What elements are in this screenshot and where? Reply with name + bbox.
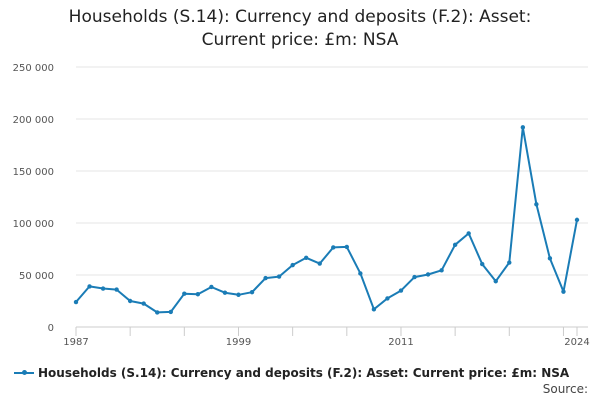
data-point	[331, 245, 336, 250]
data-point	[480, 261, 485, 267]
data-point	[303, 255, 309, 261]
y-tick-label: 0	[48, 323, 54, 334]
source-label: Source:	[542, 382, 588, 396]
data-point	[439, 268, 444, 273]
data-point	[141, 301, 146, 306]
data-point	[358, 271, 363, 276]
data-point	[236, 292, 241, 297]
data-point	[73, 299, 79, 305]
data-point	[520, 125, 526, 130]
data-point	[507, 260, 512, 265]
data-point	[263, 275, 268, 281]
data-point	[168, 309, 173, 315]
series-line	[75, 126, 578, 314]
data-point	[493, 279, 498, 284]
data-point	[222, 290, 228, 295]
data-series	[73, 125, 580, 315]
data-point	[195, 292, 201, 297]
axes: 0 50 000 100 000 150 000 200 000 250 000 1987 1…	[13, 63, 590, 348]
data-point	[561, 289, 566, 294]
x-tick-label: 1987	[63, 337, 88, 348]
x-tick-label: 2011	[388, 337, 413, 348]
data-point	[182, 291, 187, 296]
legend-series-label: Households (S.14): Currency and deposits…	[38, 366, 570, 380]
y-tick-label: 100 000	[13, 219, 54, 230]
data-point	[574, 217, 580, 223]
data-point	[87, 284, 92, 289]
legend-line-marker-icon	[14, 368, 34, 378]
data-point	[412, 274, 417, 280]
data-point	[425, 272, 431, 277]
data-point	[209, 284, 214, 290]
data-point	[127, 298, 133, 304]
gridlines	[76, 66, 588, 276]
data-point	[155, 310, 160, 315]
chart-legend[interactable]: Households (S.14): Currency and deposits…	[14, 366, 569, 380]
chart-title-line-1: Households (S.14): Currency and deposits…	[68, 7, 532, 27]
y-tick-label: 150 000	[13, 167, 54, 178]
data-point	[249, 289, 255, 295]
data-point	[114, 287, 119, 292]
data-point	[317, 261, 322, 266]
y-tick-label: 250 000	[13, 63, 54, 74]
data-point	[276, 274, 282, 279]
y-tick-label: 200 000	[13, 115, 54, 126]
data-point	[371, 307, 377, 312]
x-tick-label: 1999	[226, 337, 251, 348]
chart-title-line-2: Current price: £m: NSA	[201, 30, 399, 50]
data-point	[534, 202, 539, 207]
y-tick-label: 50 000	[19, 271, 54, 282]
data-point	[385, 296, 390, 301]
data-point	[547, 256, 553, 261]
data-point	[466, 231, 471, 236]
data-point	[452, 242, 458, 248]
data-point	[398, 288, 404, 293]
data-point	[100, 286, 106, 291]
data-point	[290, 262, 295, 268]
data-point	[344, 244, 350, 250]
x-tick-label: 2024	[564, 337, 589, 348]
chart-title: Households (S.14): Currency and deposits…	[0, 6, 600, 52]
